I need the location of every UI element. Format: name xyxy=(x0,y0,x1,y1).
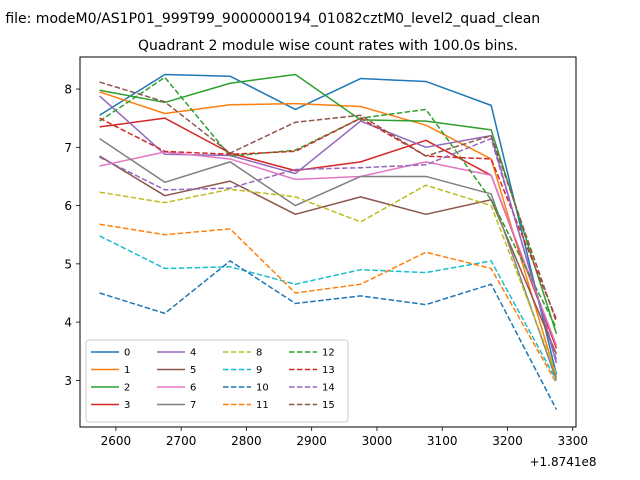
y-tick-label: 5 xyxy=(64,257,72,271)
legend-label: 13 xyxy=(322,365,335,376)
series-line-8 xyxy=(99,184,558,375)
series-line-5 xyxy=(99,155,558,355)
series-line-3 xyxy=(99,117,558,349)
x-offset-label: +1.8741e8 xyxy=(529,455,596,469)
legend-label: 5 xyxy=(190,365,196,376)
legend-label: 6 xyxy=(190,383,196,394)
legend-frame xyxy=(85,339,349,423)
legend-label: 0 xyxy=(124,348,130,359)
plot-area xyxy=(99,73,558,410)
x-axis: 2600 2700 2800 2900 3000 3100 3200 3300 xyxy=(101,427,588,448)
series-line-13 xyxy=(99,117,558,320)
legend-label: 10 xyxy=(256,383,269,394)
series-line-6 xyxy=(99,151,558,346)
legend-label: 4 xyxy=(190,348,196,359)
series-line-4 xyxy=(99,95,558,364)
series-line-15 xyxy=(99,81,558,323)
x-tick-label: 2700 xyxy=(166,434,197,448)
y-tick-label: 7 xyxy=(64,141,72,155)
legend-label: 3 xyxy=(124,400,130,411)
legend-label: 1 xyxy=(124,365,130,376)
series-line-7 xyxy=(99,137,558,381)
y-tick-label: 3 xyxy=(64,374,72,388)
y-axis: 3 4 5 6 7 8 xyxy=(64,83,80,388)
chart-title: Quadrant 2 module wise count rates with … xyxy=(138,38,518,54)
series-line-11 xyxy=(99,223,558,384)
x-tick-label: 2900 xyxy=(296,434,327,448)
series-line-2 xyxy=(99,73,558,334)
series-line-9 xyxy=(99,235,558,381)
series-line-0 xyxy=(99,73,558,375)
series-line-10 xyxy=(99,260,558,410)
legend-label: 11 xyxy=(256,400,269,411)
x-tick-label: 3100 xyxy=(427,434,458,448)
y-tick-label: 6 xyxy=(64,199,72,213)
legend-label: 15 xyxy=(322,400,335,411)
x-tick-label: 3200 xyxy=(492,434,523,448)
series-line-14 xyxy=(99,137,558,361)
axes-frame xyxy=(79,56,577,428)
y-tick-label: 8 xyxy=(64,83,72,97)
x-tick-label: 2600 xyxy=(101,434,132,448)
legend-label: 9 xyxy=(256,365,262,376)
legend-label: 8 xyxy=(256,348,262,359)
x-tick-label: 3300 xyxy=(557,434,588,448)
y-tick-label: 4 xyxy=(64,316,72,330)
x-tick-label: 2800 xyxy=(231,434,262,448)
x-tick-label: 3000 xyxy=(362,434,393,448)
legend-label: 7 xyxy=(190,400,196,411)
series-line-1 xyxy=(99,91,558,378)
legend-label: 12 xyxy=(322,348,335,359)
legend-label: 14 xyxy=(322,383,335,394)
series-line-12 xyxy=(99,76,558,329)
figure-suptitle: n file: modeM0/AS1P01_999T99_9000000194_… xyxy=(0,11,540,27)
legend-label: 2 xyxy=(124,383,130,394)
